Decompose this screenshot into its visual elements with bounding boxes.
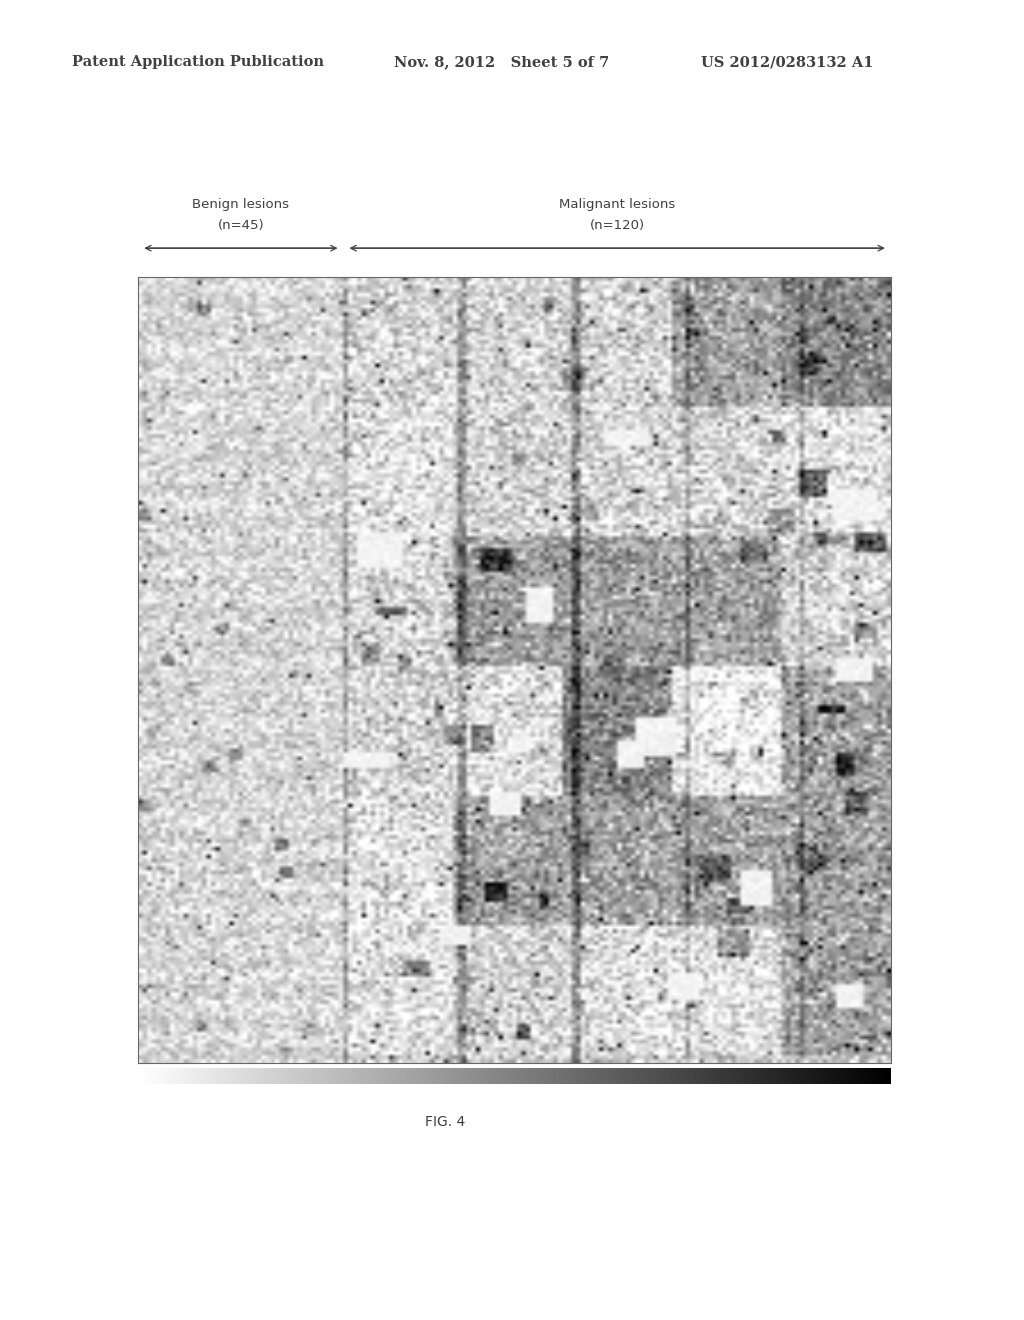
Text: Nov. 8, 2012   Sheet 5 of 7: Nov. 8, 2012 Sheet 5 of 7 (394, 55, 609, 70)
Text: Malignant lesions: Malignant lesions (559, 198, 675, 211)
Text: US 2012/0283132 A1: US 2012/0283132 A1 (701, 55, 873, 70)
Text: Patent Application Publication: Patent Application Publication (72, 55, 324, 70)
Text: (n=120): (n=120) (590, 219, 645, 232)
Text: (n=45): (n=45) (217, 219, 264, 232)
Text: Benign lesions: Benign lesions (193, 198, 290, 211)
Text: FIG. 4: FIG. 4 (425, 1115, 466, 1130)
